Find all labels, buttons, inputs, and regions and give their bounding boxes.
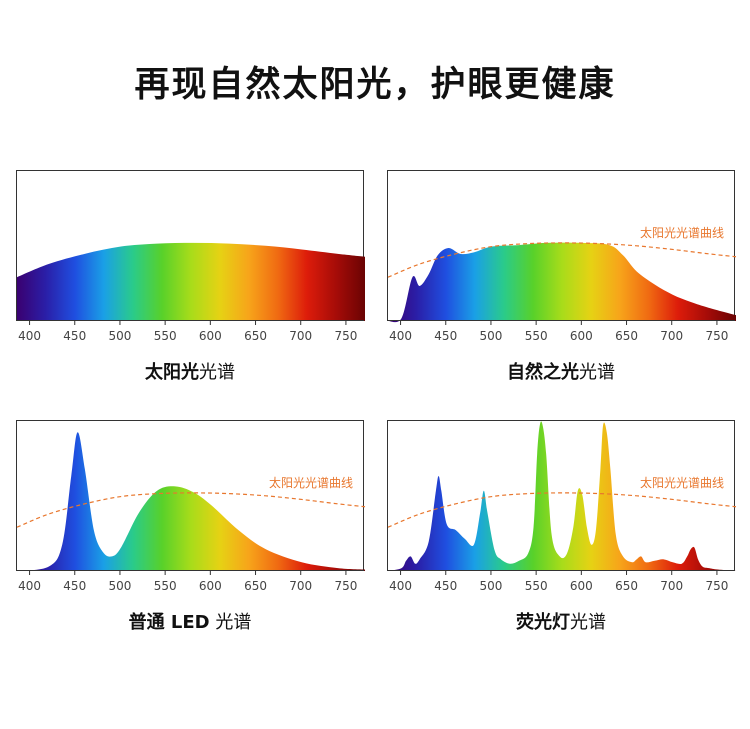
x-tick-label: 400 [18, 579, 41, 593]
sunlight-x-axis: 400 450 500 550 600 650 700 750 [16, 320, 364, 343]
x-tick-label: 600 [199, 579, 222, 593]
fluorescent-x-axis: 400 450 500 550 600 650 700 750 [387, 570, 735, 593]
x-tick-label: 400 [18, 329, 41, 343]
x-tick-label: 400 [389, 579, 412, 593]
sunlight-caption: 太阳光光谱 [16, 358, 364, 384]
x-tick-label: 700 [660, 579, 683, 593]
fluorescent-caption-rest: 光谱 [570, 612, 606, 633]
x-tick-label: 450 [434, 329, 457, 343]
x-tick-label: 650 [615, 579, 638, 593]
natural-light-caption: 自然之光光谱 [387, 358, 735, 384]
fluorescent-caption-bold: 荧光灯 [516, 612, 570, 633]
x-tick-label: 550 [154, 579, 177, 593]
spectrum-area [388, 242, 736, 323]
x-tick-label: 650 [615, 329, 638, 343]
led-caption: 普通 LED 光谱 [16, 608, 364, 634]
x-tick-label: 650 [244, 579, 267, 593]
x-tick-label: 750 [334, 579, 357, 593]
fluorescent-caption: 荧光灯光谱 [387, 608, 735, 634]
x-tick-label: 750 [705, 329, 728, 343]
led-spectrum-chart: 太阳光光谱曲线 [16, 432, 366, 571]
x-tick-label: 550 [525, 579, 548, 593]
natural-light-caption-bold: 自然之光 [507, 362, 579, 383]
page-headline: 再现自然太阳光，护眼更健康 [134, 65, 616, 105]
x-tick-label: 750 [334, 329, 357, 343]
x-tick-label: 500 [479, 329, 502, 343]
natural-light-x-axis: 400 450 500 550 600 650 700 750 [387, 320, 735, 343]
x-tick-label: 450 [63, 329, 86, 343]
x-tick-label: 550 [525, 329, 548, 343]
x-tick-label: 450 [434, 579, 457, 593]
x-tick-label: 500 [108, 579, 131, 593]
led-caption-rest: 光谱 [215, 612, 252, 633]
x-tick-label: 600 [199, 329, 222, 343]
chart-panel-sunlight [16, 170, 365, 321]
x-tick-label: 500 [479, 579, 502, 593]
spectrum-area [17, 242, 365, 321]
spectrum-area [17, 432, 365, 571]
sunlight-spectrum-chart [17, 242, 365, 321]
chart-panel-led: 太阳光光谱曲线 [16, 420, 366, 571]
sunlight-caption-rest: 光谱 [199, 362, 235, 383]
reference-curve-label: 太阳光光谱曲线 [640, 225, 724, 240]
chart-panel-fluorescent: 太阳光光谱曲线 [387, 420, 737, 571]
x-tick-label: 550 [154, 329, 177, 343]
x-tick-label: 600 [570, 329, 593, 343]
x-tick-label: 600 [570, 579, 593, 593]
led-caption-bold: 普通 LED [128, 612, 210, 633]
reference-curve-label: 太阳光光谱曲线 [269, 475, 353, 490]
x-tick-label: 700 [289, 329, 312, 343]
x-tick-label: 700 [660, 329, 683, 343]
x-tick-label: 650 [244, 329, 267, 343]
sunlight-caption-bold: 太阳光 [145, 362, 199, 383]
fluorescent-spectrum-chart: 太阳光光谱曲线 [387, 421, 737, 571]
x-tick-label: 400 [389, 329, 412, 343]
x-tick-label: 450 [63, 579, 86, 593]
chart-panel-natural-light: 太阳光光谱曲线 [387, 170, 737, 323]
led-x-axis: 400 450 500 550 600 650 700 750 [16, 570, 364, 593]
x-tick-label: 750 [705, 579, 728, 593]
natural-light-spectrum-chart: 太阳光光谱曲线 [387, 225, 737, 323]
reference-curve-label: 太阳光光谱曲线 [640, 475, 724, 490]
natural-light-caption-rest: 光谱 [579, 362, 615, 383]
spectrum-area [388, 421, 736, 571]
x-tick-label: 700 [289, 579, 312, 593]
x-tick-label: 500 [108, 329, 131, 343]
